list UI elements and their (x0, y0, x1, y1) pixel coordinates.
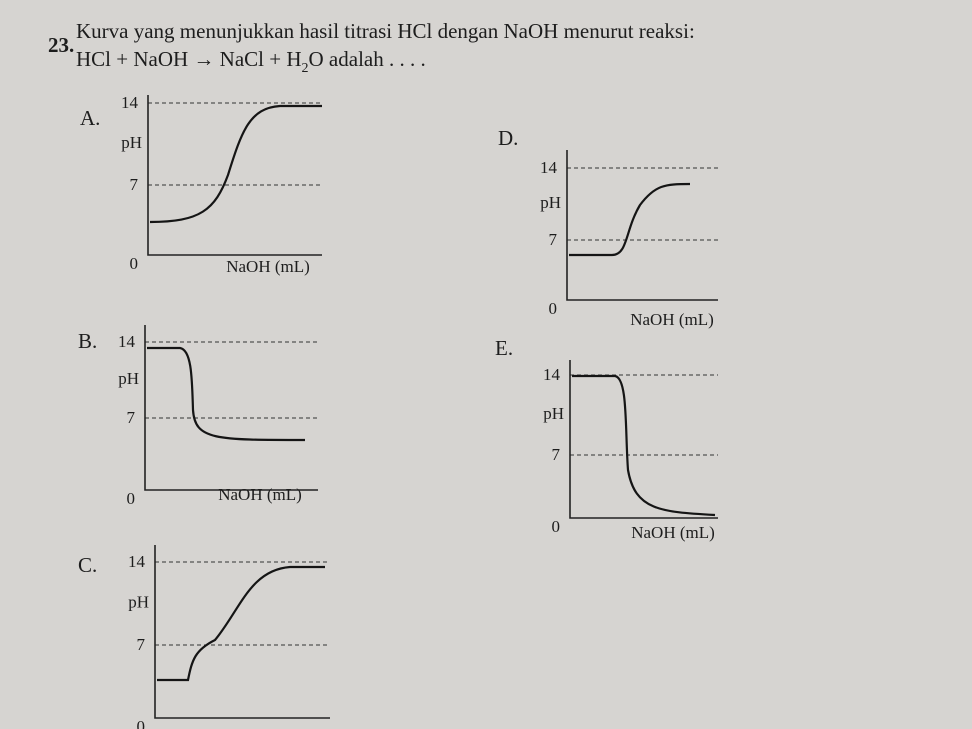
tick-label: 0 (137, 717, 146, 729)
axes (566, 150, 718, 301)
x-axis-label: NaOH (mL) (630, 310, 714, 329)
equation-subscript: 2 (302, 61, 309, 76)
tick-label: 0 (130, 254, 139, 273)
x-axis-label: NaOH (mL) (631, 523, 715, 542)
tick-label: 14 (121, 93, 139, 112)
y-axis-label: pH (118, 369, 139, 388)
y-axis-label: pH (543, 404, 564, 423)
y-axis-label: pH (128, 593, 149, 612)
option-letter: D. (498, 126, 518, 150)
equation: HCl + NaOH → NaCl + H2O adalah . . . . (76, 47, 426, 76)
x-axis-label: NaOH (mL) (218, 485, 302, 504)
titration-curve (572, 374, 716, 517)
question-text: Kurva yang menunjukkan hasil titrasi HCl… (76, 19, 695, 43)
tick-label: 0 (127, 489, 136, 508)
tick-label: 0 (552, 517, 561, 536)
option-letter: C. (78, 553, 97, 577)
tick-label: 7 (130, 175, 139, 194)
tick-label: 7 (137, 635, 146, 654)
y-axis-label: pH (121, 133, 142, 152)
tick-label: 7 (552, 445, 561, 464)
option-letter: A. (80, 106, 100, 130)
tick-label: 7 (127, 408, 136, 427)
equation-rest: O adalah . . . . (309, 47, 426, 71)
axes (154, 545, 330, 719)
option-letter: E. (495, 336, 513, 360)
titration-curve (569, 182, 691, 257)
titration-curve (147, 346, 306, 442)
tick-label: 14 (540, 158, 558, 177)
axes (144, 325, 318, 491)
y-axis-label: pH (540, 193, 561, 212)
x-axis-label: NaOH (mL) (226, 257, 310, 276)
titration-curve (149, 104, 322, 224)
tick-label: 7 (549, 230, 558, 249)
tick-label: 14 (128, 552, 146, 571)
axes (147, 95, 322, 256)
titration-curve (157, 565, 325, 682)
tick-label: 0 (549, 299, 558, 318)
tick-label: 14 (543, 365, 561, 384)
equation-main: HCl + NaOH → NaCl + H (76, 47, 302, 71)
question-number: 23. (48, 33, 74, 57)
axes (569, 360, 718, 519)
option-letter: B. (78, 329, 97, 353)
tick-label: 14 (118, 332, 136, 351)
